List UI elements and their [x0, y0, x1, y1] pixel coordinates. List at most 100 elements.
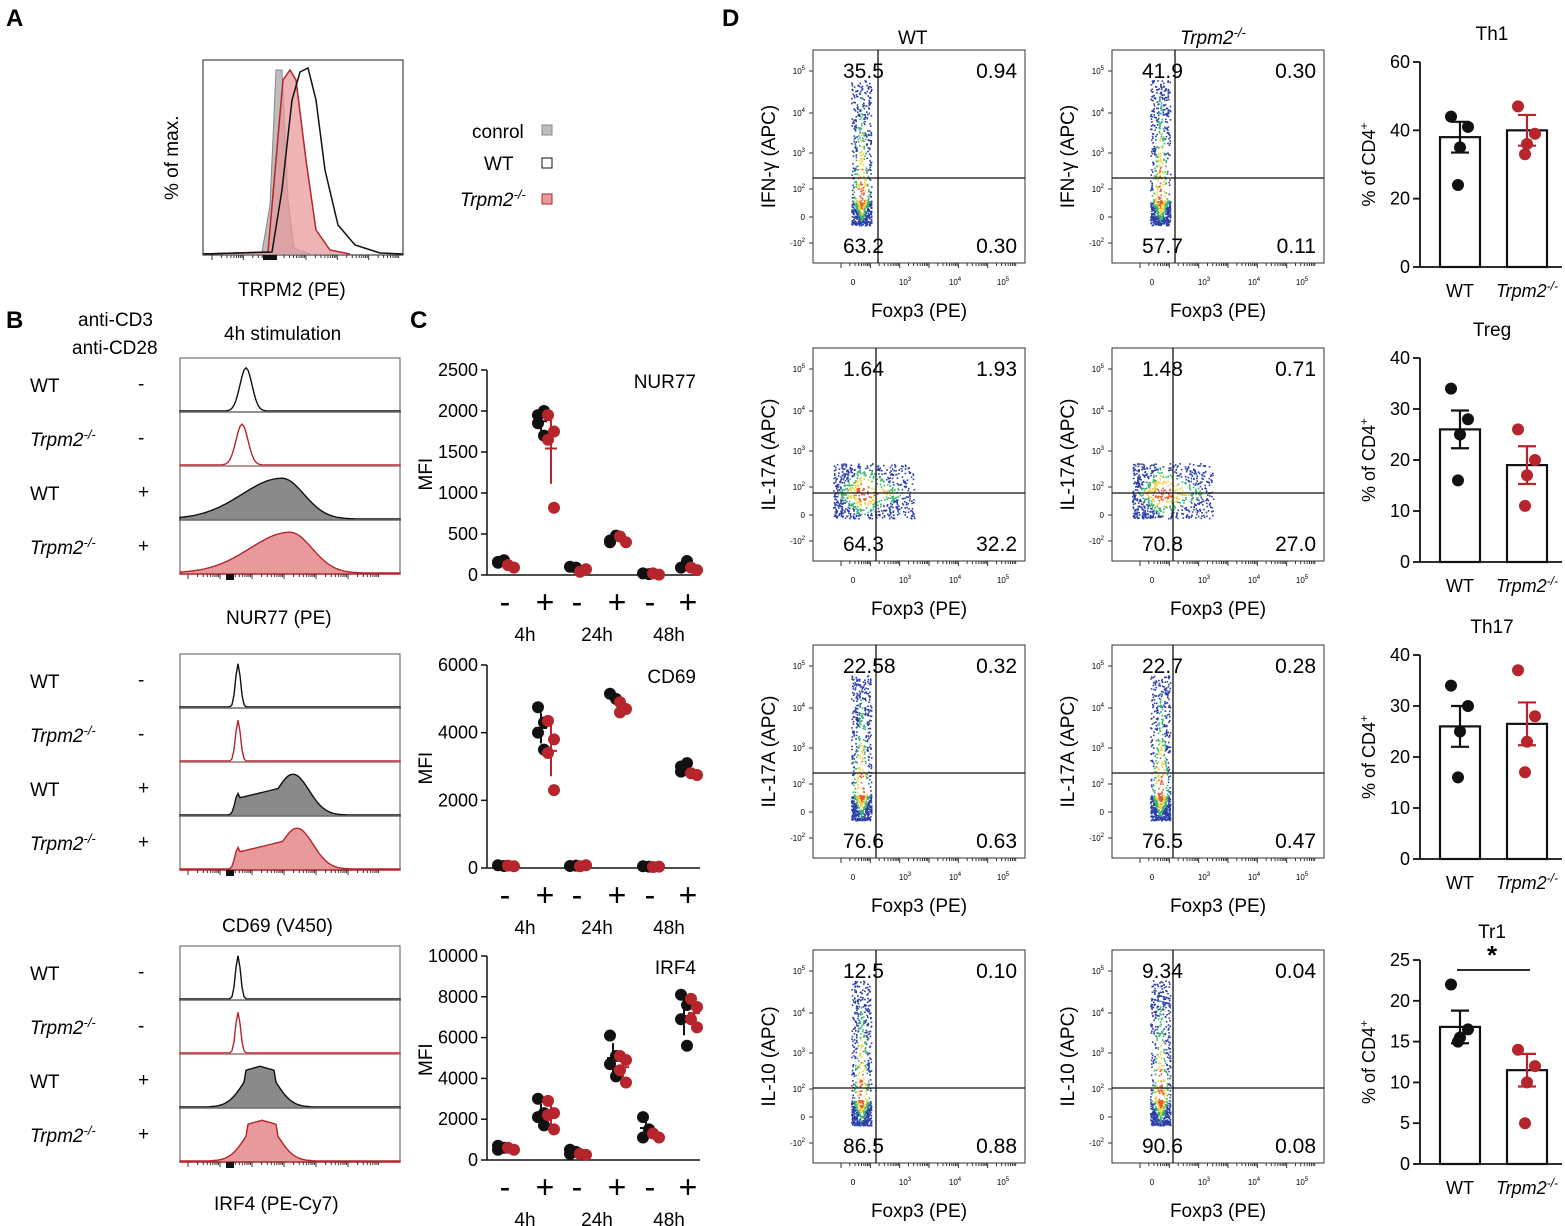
flow-event	[1153, 812, 1155, 814]
flow-event	[1199, 465, 1201, 467]
flow-y-tick-label: 103	[1092, 148, 1105, 158]
flow-event	[867, 765, 870, 767]
quadrant-value-ll: 64.3	[843, 533, 884, 556]
flow-event	[870, 202, 872, 205]
flow-event	[1155, 481, 1157, 484]
flow-event	[1145, 474, 1148, 477]
flow-event	[1183, 499, 1186, 502]
flow-event	[1157, 179, 1159, 182]
flow-event	[851, 819, 854, 821]
flow-event	[889, 477, 892, 479]
histogram-stacks	[179, 357, 401, 1168]
flow-event	[1165, 676, 1167, 679]
flow-event	[857, 475, 859, 477]
flow-event	[860, 805, 862, 808]
flow-event	[1163, 108, 1166, 111]
quadrant-value-ul: 22.58	[843, 655, 896, 678]
flow-x-tick-base: 0	[1150, 576, 1155, 585]
flow-event	[852, 774, 855, 777]
flow-event	[1160, 498, 1163, 501]
flow-event	[1167, 80, 1169, 82]
axis-xlabel: TRPM2 (PE)	[238, 280, 346, 301]
flow-event	[1171, 495, 1173, 498]
flow-event	[1155, 170, 1157, 172]
flow-event	[1141, 463, 1143, 465]
flow-event	[853, 223, 856, 225]
flow-event	[851, 486, 854, 489]
flow-event	[1197, 502, 1199, 505]
flow-event	[1152, 796, 1155, 799]
flow-event	[860, 720, 862, 723]
flow-event	[841, 488, 844, 491]
flow-y-tick-label: 103	[1092, 446, 1105, 456]
flow-event	[851, 224, 853, 226]
flow-event	[1150, 490, 1153, 492]
flow-event	[1157, 723, 1159, 726]
flow-event	[898, 512, 901, 515]
flow-event	[868, 223, 871, 226]
flow-event	[1164, 221, 1167, 224]
flow-event	[853, 800, 855, 802]
flow-event	[870, 799, 872, 801]
flow-event	[1192, 483, 1195, 485]
flow-event	[860, 817, 863, 819]
flow-event	[1185, 478, 1188, 481]
histogram-curve	[179, 955, 401, 1001]
y-tick-label: 1500	[438, 442, 478, 462]
flow-event	[1168, 768, 1171, 771]
flow-event	[1185, 498, 1187, 501]
flow-event	[1158, 809, 1160, 812]
flow-event	[1181, 513, 1183, 515]
flow-event	[1165, 717, 1168, 720]
histogram-curve	[179, 366, 401, 413]
flow-y-tick-exp: 5	[1101, 66, 1105, 72]
flow-event	[871, 499, 874, 501]
flow-event	[835, 485, 837, 487]
flow-event	[1158, 216, 1161, 218]
flow-event	[840, 477, 843, 480]
flow-event	[859, 819, 861, 821]
flow-event	[876, 501, 878, 504]
flow-event	[1164, 138, 1167, 140]
flow-y-tick-base: 10	[793, 447, 802, 456]
flow-event	[892, 517, 894, 520]
flow-event	[851, 810, 854, 812]
flow-event	[1160, 106, 1162, 109]
flow-event	[883, 509, 885, 512]
flow-event	[843, 464, 845, 466]
flow-event	[867, 195, 869, 198]
flow-event	[1155, 126, 1158, 129]
flow-event	[858, 712, 860, 714]
flow-event	[867, 169, 870, 171]
flow-event	[851, 762, 853, 765]
flow-event	[865, 135, 868, 137]
flow-event	[833, 465, 836, 467]
flow-event	[1165, 135, 1168, 138]
row-genotype-text: WT	[30, 964, 60, 985]
flow-x-tick-label: 105	[997, 575, 1010, 585]
flow-x-tick-base: 10	[949, 873, 958, 882]
flow-event	[869, 696, 871, 699]
flow-event	[1164, 489, 1166, 491]
flow-event	[852, 155, 855, 157]
flow-event	[864, 751, 866, 754]
stim-title: 4h stimulation	[224, 324, 341, 345]
flow-event	[1154, 804, 1156, 807]
flow-event	[855, 802, 857, 804]
flow-event	[1134, 495, 1136, 498]
y-tick-label: 2000	[438, 1109, 478, 1129]
flow-event	[861, 686, 864, 689]
flow-event	[834, 493, 837, 496]
flow-event	[1132, 477, 1135, 480]
flow-event	[865, 105, 868, 107]
flow-event	[1198, 472, 1201, 475]
flow-event	[851, 815, 853, 817]
flow-event	[856, 799, 858, 801]
flow-event	[1179, 488, 1181, 491]
flow-event	[868, 778, 871, 781]
flow-event	[1151, 759, 1154, 762]
flow-event	[904, 472, 907, 475]
row-stim-label: +	[138, 536, 149, 557]
row-stim-label: -	[138, 1016, 144, 1037]
